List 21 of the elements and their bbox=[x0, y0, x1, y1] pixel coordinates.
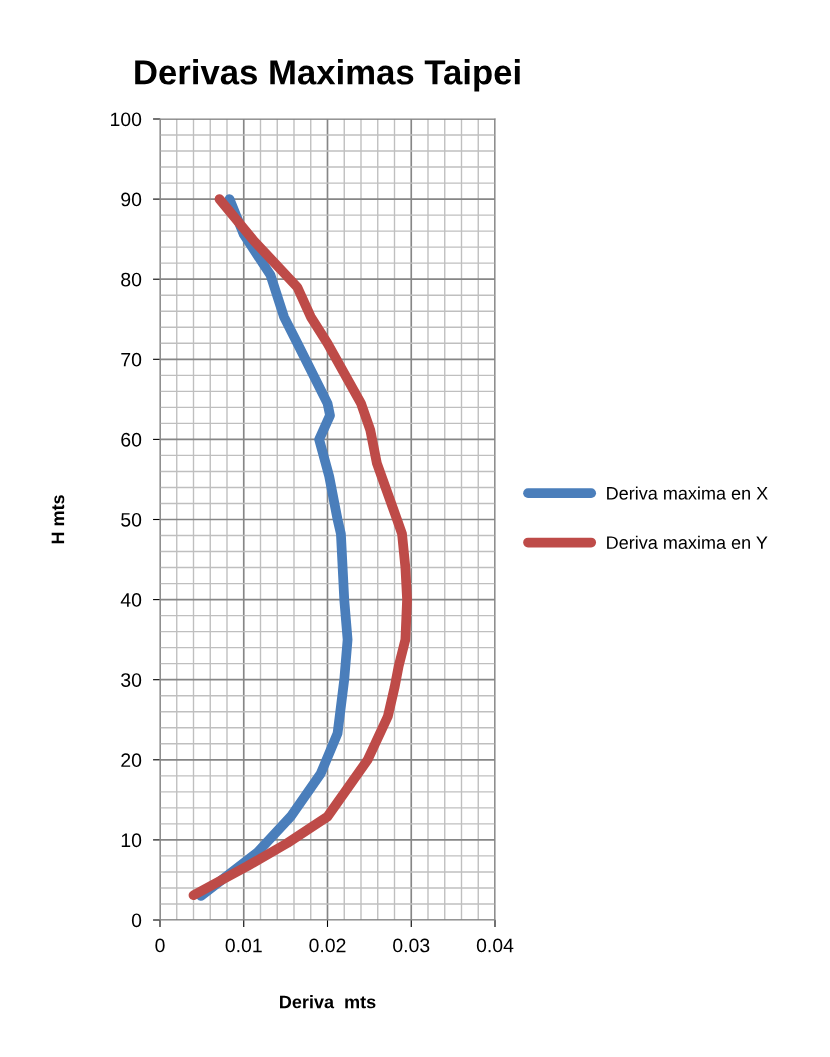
y-tick-label: 90 bbox=[121, 192, 142, 207]
chart-title: Derivas Maximas Taipei bbox=[135, 59, 520, 92]
x-tick-label: 0.03 bbox=[393, 938, 430, 953]
y-tick-label: 20 bbox=[121, 753, 142, 768]
x-tick-label: 0 bbox=[155, 938, 165, 953]
y-tick-label: 60 bbox=[121, 432, 142, 447]
x-tick-label: 0.04 bbox=[476, 938, 514, 953]
x-tick-label: 0.01 bbox=[225, 938, 262, 953]
legend-label: Deriva maxima en X bbox=[607, 486, 768, 500]
y-tick-label: 100 bbox=[110, 112, 142, 127]
x-axis-title: Deriva mts bbox=[280, 995, 376, 1009]
y-tick-label: 30 bbox=[121, 673, 142, 687]
y-tick-label: 10 bbox=[121, 833, 142, 848]
y-tick-label: 70 bbox=[121, 352, 142, 367]
y-axis-title: H mts bbox=[51, 495, 65, 544]
y-tick-label: 0 bbox=[131, 913, 142, 928]
y-tick-label: 50 bbox=[121, 512, 142, 527]
y-tick-label: 80 bbox=[121, 272, 142, 287]
legend-label: Deriva maxima en Y bbox=[607, 535, 768, 550]
x-tick-label: 0.02 bbox=[309, 938, 346, 953]
y-tick-label: 40 bbox=[120, 593, 142, 607]
